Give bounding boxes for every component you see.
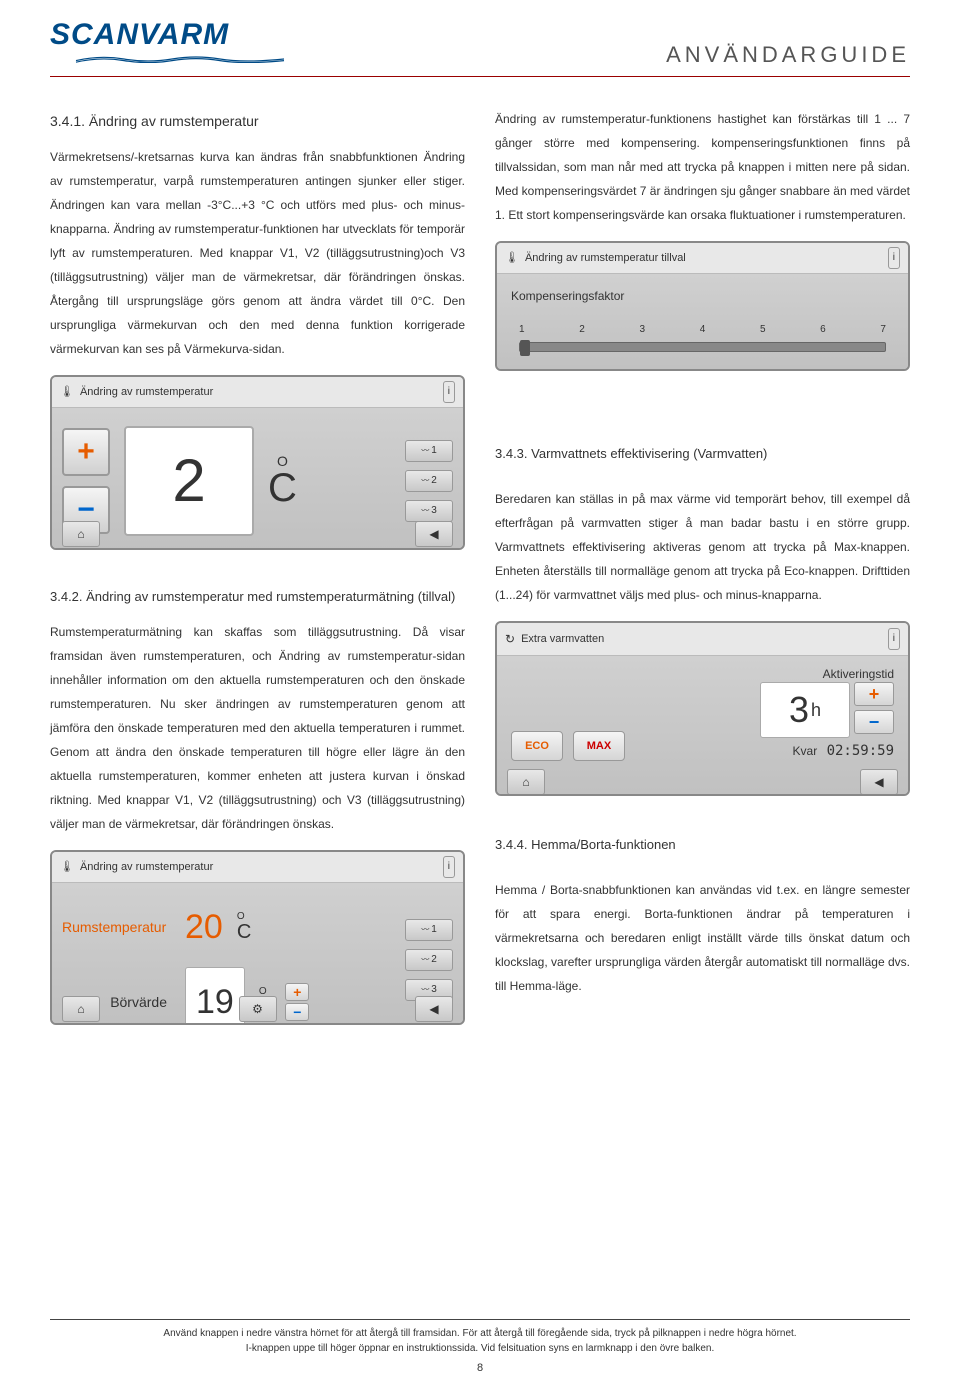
screenshot3-title: Ändring av rumstemperatur xyxy=(80,856,213,878)
screenshot3-titlebar: Ändring av rumstemperatur i xyxy=(52,852,463,883)
circuit-v3-button[interactable]: 〰3 xyxy=(405,500,453,522)
section-341-body: Värmekretsens/-kretsarnas kurva kan ändr… xyxy=(50,145,465,361)
mid-button-area: ⚙ xyxy=(52,996,463,1022)
home-button-area: ⌂ xyxy=(62,521,100,547)
hours-display: 3 h xyxy=(760,682,850,738)
screenshot-extra-hotwater: Extra varmvatten i Aktiveringstid 3 h + … xyxy=(495,621,910,796)
screenshot-room-temp-change: Ändring av rumstemperatur i + − 2 O C 〰1… xyxy=(50,375,465,550)
circuit-buttons: 〰1 〰2 〰3 xyxy=(405,919,453,1001)
right-top-body: Ändring av rumstemperatur-funktionens ha… xyxy=(495,107,910,227)
eco-button[interactable]: ECO xyxy=(511,731,563,761)
unit-block: O C xyxy=(237,912,251,942)
unit-block: O C xyxy=(268,454,297,508)
section-342-body: Rumstemperaturmätning kan skaffas som ti… xyxy=(50,620,465,836)
back-button[interactable]: ◀ xyxy=(415,996,453,1022)
ruler-ticks: 1 2 3 4 5 6 7 xyxy=(511,320,894,340)
kvar-label: Kvar xyxy=(793,744,818,758)
home-button[interactable]: ⌂ xyxy=(507,769,545,795)
kvar-value: 02:59:59 xyxy=(827,743,894,759)
plus-minus-group: + − xyxy=(62,428,110,534)
back-button[interactable]: ◀ xyxy=(860,769,898,795)
options-button[interactable]: ⚙ xyxy=(239,996,277,1022)
screenshot4-title: Extra varmvatten xyxy=(521,628,604,650)
circuit-v1-button[interactable]: 〰1 xyxy=(405,440,453,462)
screenshot1-body: + − 2 O C 〰1 〰2 〰3 ⌂ xyxy=(52,408,463,550)
screenshot-compensation: Ändring av rumstemperatur tillval i Komp… xyxy=(495,241,910,371)
circuit-v2-button[interactable]: 〰2 xyxy=(405,470,453,492)
hours-value: 3 xyxy=(789,674,809,746)
screenshot4-body: Aktiveringstid 3 h + − ECO MAX Kvar 02:5… xyxy=(497,656,908,796)
max-button[interactable]: MAX xyxy=(573,731,625,761)
eco-max-group: ECO MAX xyxy=(511,731,625,761)
home-button-area: ⌂ xyxy=(507,769,545,795)
left-column: 3.4.1. Ändring av rumstemperatur Värmekr… xyxy=(50,107,465,1025)
temp-value: 2 xyxy=(172,421,205,541)
screenshot-room-temp-measure: Ändring av rumstemperatur i Rumstemperat… xyxy=(50,850,465,1025)
hours-unit: h xyxy=(811,692,821,728)
thermometer-icon xyxy=(60,856,74,878)
row-room-temp: Rumstemperatur 20 O C xyxy=(62,893,453,961)
guide-title: ANVÄNDARGUIDE xyxy=(666,42,910,68)
screenshot1-titlebar: Ändring av rumstemperatur i xyxy=(52,377,463,408)
info-button[interactable]: i xyxy=(443,856,455,878)
back-button-area: ◀ xyxy=(860,769,898,795)
section-344-heading: 3.4.4. Hemma/Borta-funktionen xyxy=(495,832,910,858)
section-341-heading: 3.4.1. Ändring av rumstemperatur xyxy=(50,107,465,135)
page-header: SCANVARM ANVÄNDARGUIDE xyxy=(50,20,910,77)
back-button[interactable]: ◀ xyxy=(415,521,453,547)
thermometer-icon xyxy=(60,381,74,403)
screenshot3-body: Rumstemperatur 20 O C Börvärde 19 O C xyxy=(52,883,463,1025)
info-button[interactable]: i xyxy=(888,628,900,650)
info-button[interactable]: i xyxy=(443,381,455,403)
hours-minus-button[interactable]: − xyxy=(854,710,894,734)
logo-wave-icon xyxy=(50,55,310,63)
kvar-block: Kvar 02:59:59 xyxy=(793,737,894,765)
screenshot2-body: Kompenseringsfaktor 1 2 3 4 5 6 7 xyxy=(497,274,908,371)
unit-c: C xyxy=(268,468,297,508)
screenshot2-titlebar: Ändring av rumstemperatur tillval i xyxy=(497,243,908,274)
section-343-body: Beredaren kan ställas in på max värme vi… xyxy=(495,487,910,607)
circuit-v2-button[interactable]: 〰2 xyxy=(405,949,453,971)
ruler-slider[interactable] xyxy=(519,342,886,352)
hours-adjust: + − xyxy=(854,682,894,734)
screenshot2-title: Ändring av rumstemperatur tillval xyxy=(525,247,686,269)
hours-plus-button[interactable]: + xyxy=(854,682,894,706)
page-number: 8 xyxy=(0,1362,960,1374)
logo-text: SCANVARM xyxy=(50,20,310,50)
section-344-body: Hemma / Borta-snabbfunktionen kan använd… xyxy=(495,878,910,998)
logo-block: SCANVARM xyxy=(50,20,310,68)
thermometer-icon xyxy=(505,247,519,269)
slider-thumb[interactable] xyxy=(520,340,530,356)
back-button-area: ◀ xyxy=(415,996,453,1022)
back-button-area: ◀ xyxy=(415,521,453,547)
room-temp-label: Rumstemperatur xyxy=(62,913,177,941)
circuit-buttons: 〰1 〰2 〰3 xyxy=(405,440,453,522)
screenshot1-title: Ändring av rumstemperatur xyxy=(80,381,213,403)
room-temp-value: 20 xyxy=(185,893,223,961)
section-342-heading: 3.4.2. Ändring av rumstemperatur med rum… xyxy=(50,584,465,610)
screenshot4-titlebar: Extra varmvatten i xyxy=(497,623,908,656)
right-column: Ändring av rumstemperatur-funktionens ha… xyxy=(495,107,910,1025)
footer-line1: Använd knappen i nedre vänstra hörnet fö… xyxy=(50,1326,910,1341)
plus-button[interactable]: + xyxy=(62,428,110,476)
home-button[interactable]: ⌂ xyxy=(62,521,100,547)
refresh-icon xyxy=(505,627,515,651)
page-footer: Använd knappen i nedre vänstra hörnet fö… xyxy=(50,1319,910,1356)
compensation-label: Kompenseringsfaktor xyxy=(511,284,894,308)
info-button[interactable]: i xyxy=(888,247,900,269)
circuit-v1-button[interactable]: 〰1 xyxy=(405,919,453,941)
section-343-heading: 3.4.3. Varmvattnets effektivisering (Var… xyxy=(495,441,910,467)
temp-display: 2 xyxy=(124,426,254,536)
footer-line2: I-knappen uppe till höger öppnar en inst… xyxy=(50,1341,910,1356)
content-columns: 3.4.1. Ändring av rumstemperatur Värmekr… xyxy=(50,107,910,1025)
